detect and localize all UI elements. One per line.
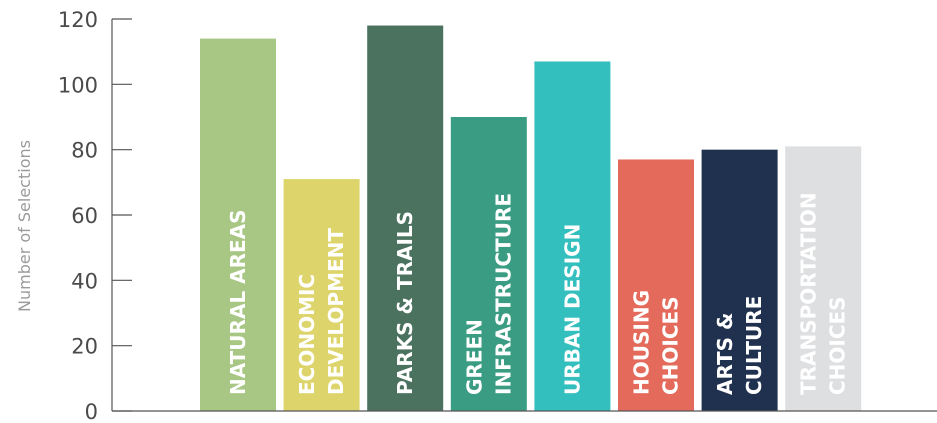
y-axis: 0 20 40 60 80 100 120 <box>58 8 132 423</box>
bar <box>785 146 862 411</box>
bar-category-label: HOUSING <box>630 290 654 395</box>
y-tick-label: 80 <box>71 139 98 163</box>
y-tick-label: 20 <box>71 335 98 359</box>
bar-category-label: GREEN <box>462 319 486 395</box>
bar-category-label: INFRASTRUCTURE <box>491 193 515 395</box>
bar-category-label: NATURAL AREAS <box>226 209 250 395</box>
bar-category-label: URBAN DESIGN <box>560 224 584 395</box>
bars-group: NATURAL AREAS ECONOMIC DEVELOPMENT PARKS & … <box>200 25 862 412</box>
bar <box>534 61 611 411</box>
y-tick-label: 40 <box>71 269 98 293</box>
bar <box>701 149 778 411</box>
bar <box>200 38 276 411</box>
bar-category-label: CHOICES <box>659 296 683 395</box>
y-tick-label: 120 <box>58 8 98 32</box>
bar-category-label: DEVELOPMENT <box>324 228 348 395</box>
bar <box>283 179 360 411</box>
bar-category-label: ECONOMIC <box>295 274 319 395</box>
bar-category-label: CHOICES <box>826 296 850 395</box>
bar <box>450 117 527 411</box>
bar-category-label: PARKS & TRAILS <box>393 211 417 395</box>
y-tick-label: 0 <box>85 400 98 423</box>
bar-category-label: CULTURE <box>742 296 766 395</box>
y-axis-title: Number of Selections <box>15 140 34 312</box>
bar-category-label: ARTS & <box>713 313 737 395</box>
bar <box>367 25 444 412</box>
y-tick-label: 100 <box>58 73 98 97</box>
y-tick-label: 60 <box>71 204 98 228</box>
bar <box>618 159 694 411</box>
bar-category-label: TRANSPORTATION <box>797 192 821 395</box>
